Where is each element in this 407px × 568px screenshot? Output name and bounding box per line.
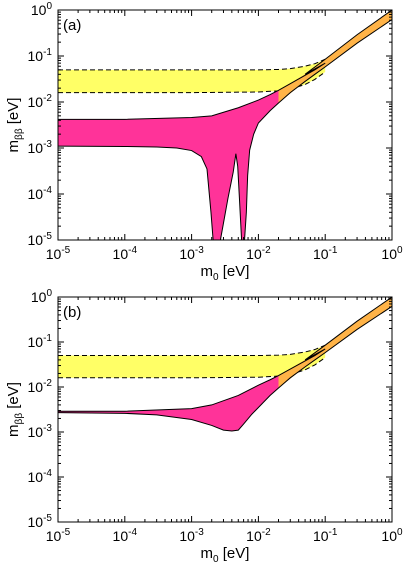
y-tick-label: 10-2 xyxy=(28,378,53,395)
y-axis-label: mββ [eV] xyxy=(5,382,25,437)
x-tick-label: 10-2 xyxy=(246,245,271,262)
x-tick-label: 10-2 xyxy=(246,527,271,544)
y-tick-label: 10-3 xyxy=(28,139,53,156)
plot-frame xyxy=(57,9,393,241)
lower-boundary-line xyxy=(58,19,392,240)
upper-boundary-line xyxy=(58,10,392,120)
x-tick-label: 10-5 xyxy=(46,245,71,262)
x-tick-label: 100 xyxy=(381,245,403,262)
panel-label: (a) xyxy=(63,17,81,34)
yellow-band-upper-dashed xyxy=(58,344,326,357)
upper-boundary-line xyxy=(58,297,392,412)
plot-area xyxy=(58,10,392,240)
x-axis-label: m0 [eV] xyxy=(201,545,250,565)
x-tick-label: 10-3 xyxy=(179,527,204,544)
y-tick-label: 10-4 xyxy=(28,468,53,485)
y-tick-label: 10-5 xyxy=(28,231,53,248)
y-tick-label: 10-5 xyxy=(28,513,53,530)
panel-label: (b) xyxy=(63,304,81,321)
plot-frame xyxy=(57,296,393,523)
y-tick-label: 100 xyxy=(31,288,53,305)
y-axis-label: mββ [eV] xyxy=(5,98,25,153)
y-tick-label: 10-4 xyxy=(28,185,53,202)
yellow-band xyxy=(58,345,326,378)
x-tick-label: 100 xyxy=(381,527,403,544)
x-tick-label: 10-1 xyxy=(313,527,338,544)
x-tick-label: 10-1 xyxy=(313,245,338,262)
y-tick-label: 10-3 xyxy=(28,423,53,440)
yellow-band-upper-dashed xyxy=(58,58,326,71)
x-tick-label: 10-3 xyxy=(179,245,204,262)
x-tick-label: 10-4 xyxy=(113,245,138,262)
panel-b: 10-5 10-4 10-3 10-2 10-1 100 10-5 10-4 10-3 10-2 1… xyxy=(5,288,403,565)
plot-area xyxy=(58,297,392,432)
y-tick-label: 100 xyxy=(31,1,53,18)
x-tick-label: 10-4 xyxy=(113,527,138,544)
magenta-band xyxy=(58,348,326,432)
y-tick-label: 10-1 xyxy=(28,47,53,64)
magenta-band xyxy=(58,63,326,240)
x-tick-label: 10-5 xyxy=(46,527,71,544)
lower-boundary-line xyxy=(58,305,392,432)
y-tick-label: 10-2 xyxy=(28,93,53,110)
y-tick-label: 10-1 xyxy=(28,333,53,350)
x-axis-label: m0 [eV] xyxy=(201,263,250,283)
yellow-band xyxy=(58,59,326,93)
panel-a: 10-5 10-4 10-3 10-2 10-1 100 10-5 10-4 10-3 10-2 1… xyxy=(5,1,403,283)
